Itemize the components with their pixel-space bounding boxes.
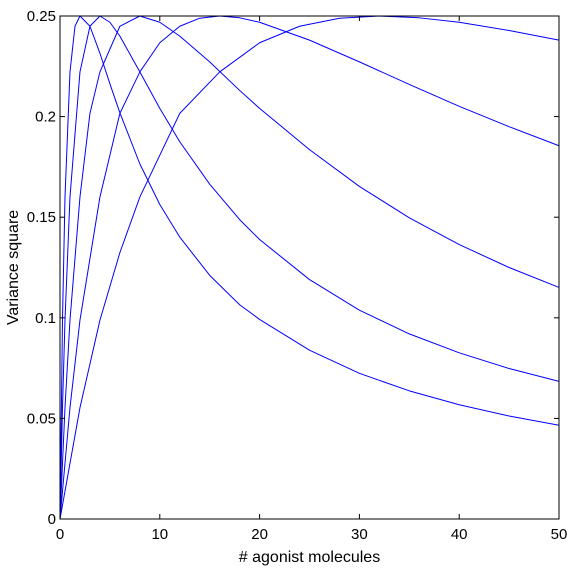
y-tick-label: 0.05 [27, 410, 56, 427]
x-tick-label: 0 [56, 526, 64, 543]
x-tick-label: 20 [251, 526, 268, 543]
series-line-5 [59, 15, 560, 520]
x-tick-label: 40 [451, 526, 468, 543]
x-axis-title: # agonist molecules [239, 549, 380, 566]
series-line-3 [59, 15, 560, 520]
y-axis-title: Variance square [5, 210, 22, 325]
x-tick-label: 50 [551, 526, 568, 543]
series-layer [59, 15, 560, 520]
y-tick-label: 0.25 [27, 8, 56, 25]
x-tick-label: 30 [351, 526, 368, 543]
tick-layer: 0 10 20 30 40 50 0 0.05 0.1 0.15 0.2 0.25 [27, 8, 568, 543]
y-tick-label: 0 [48, 511, 56, 528]
y-tick-label: 0.2 [35, 109, 56, 126]
series-line-2 [59, 15, 560, 520]
y-tick-label: 0.15 [27, 209, 56, 226]
plot-frame [59, 15, 560, 520]
plot-area-background [60, 16, 559, 519]
x-tick-label: 10 [151, 526, 168, 543]
y-tick-label: 0.1 [35, 310, 56, 327]
series-line-1 [59, 15, 560, 520]
series-line-4 [59, 15, 560, 520]
